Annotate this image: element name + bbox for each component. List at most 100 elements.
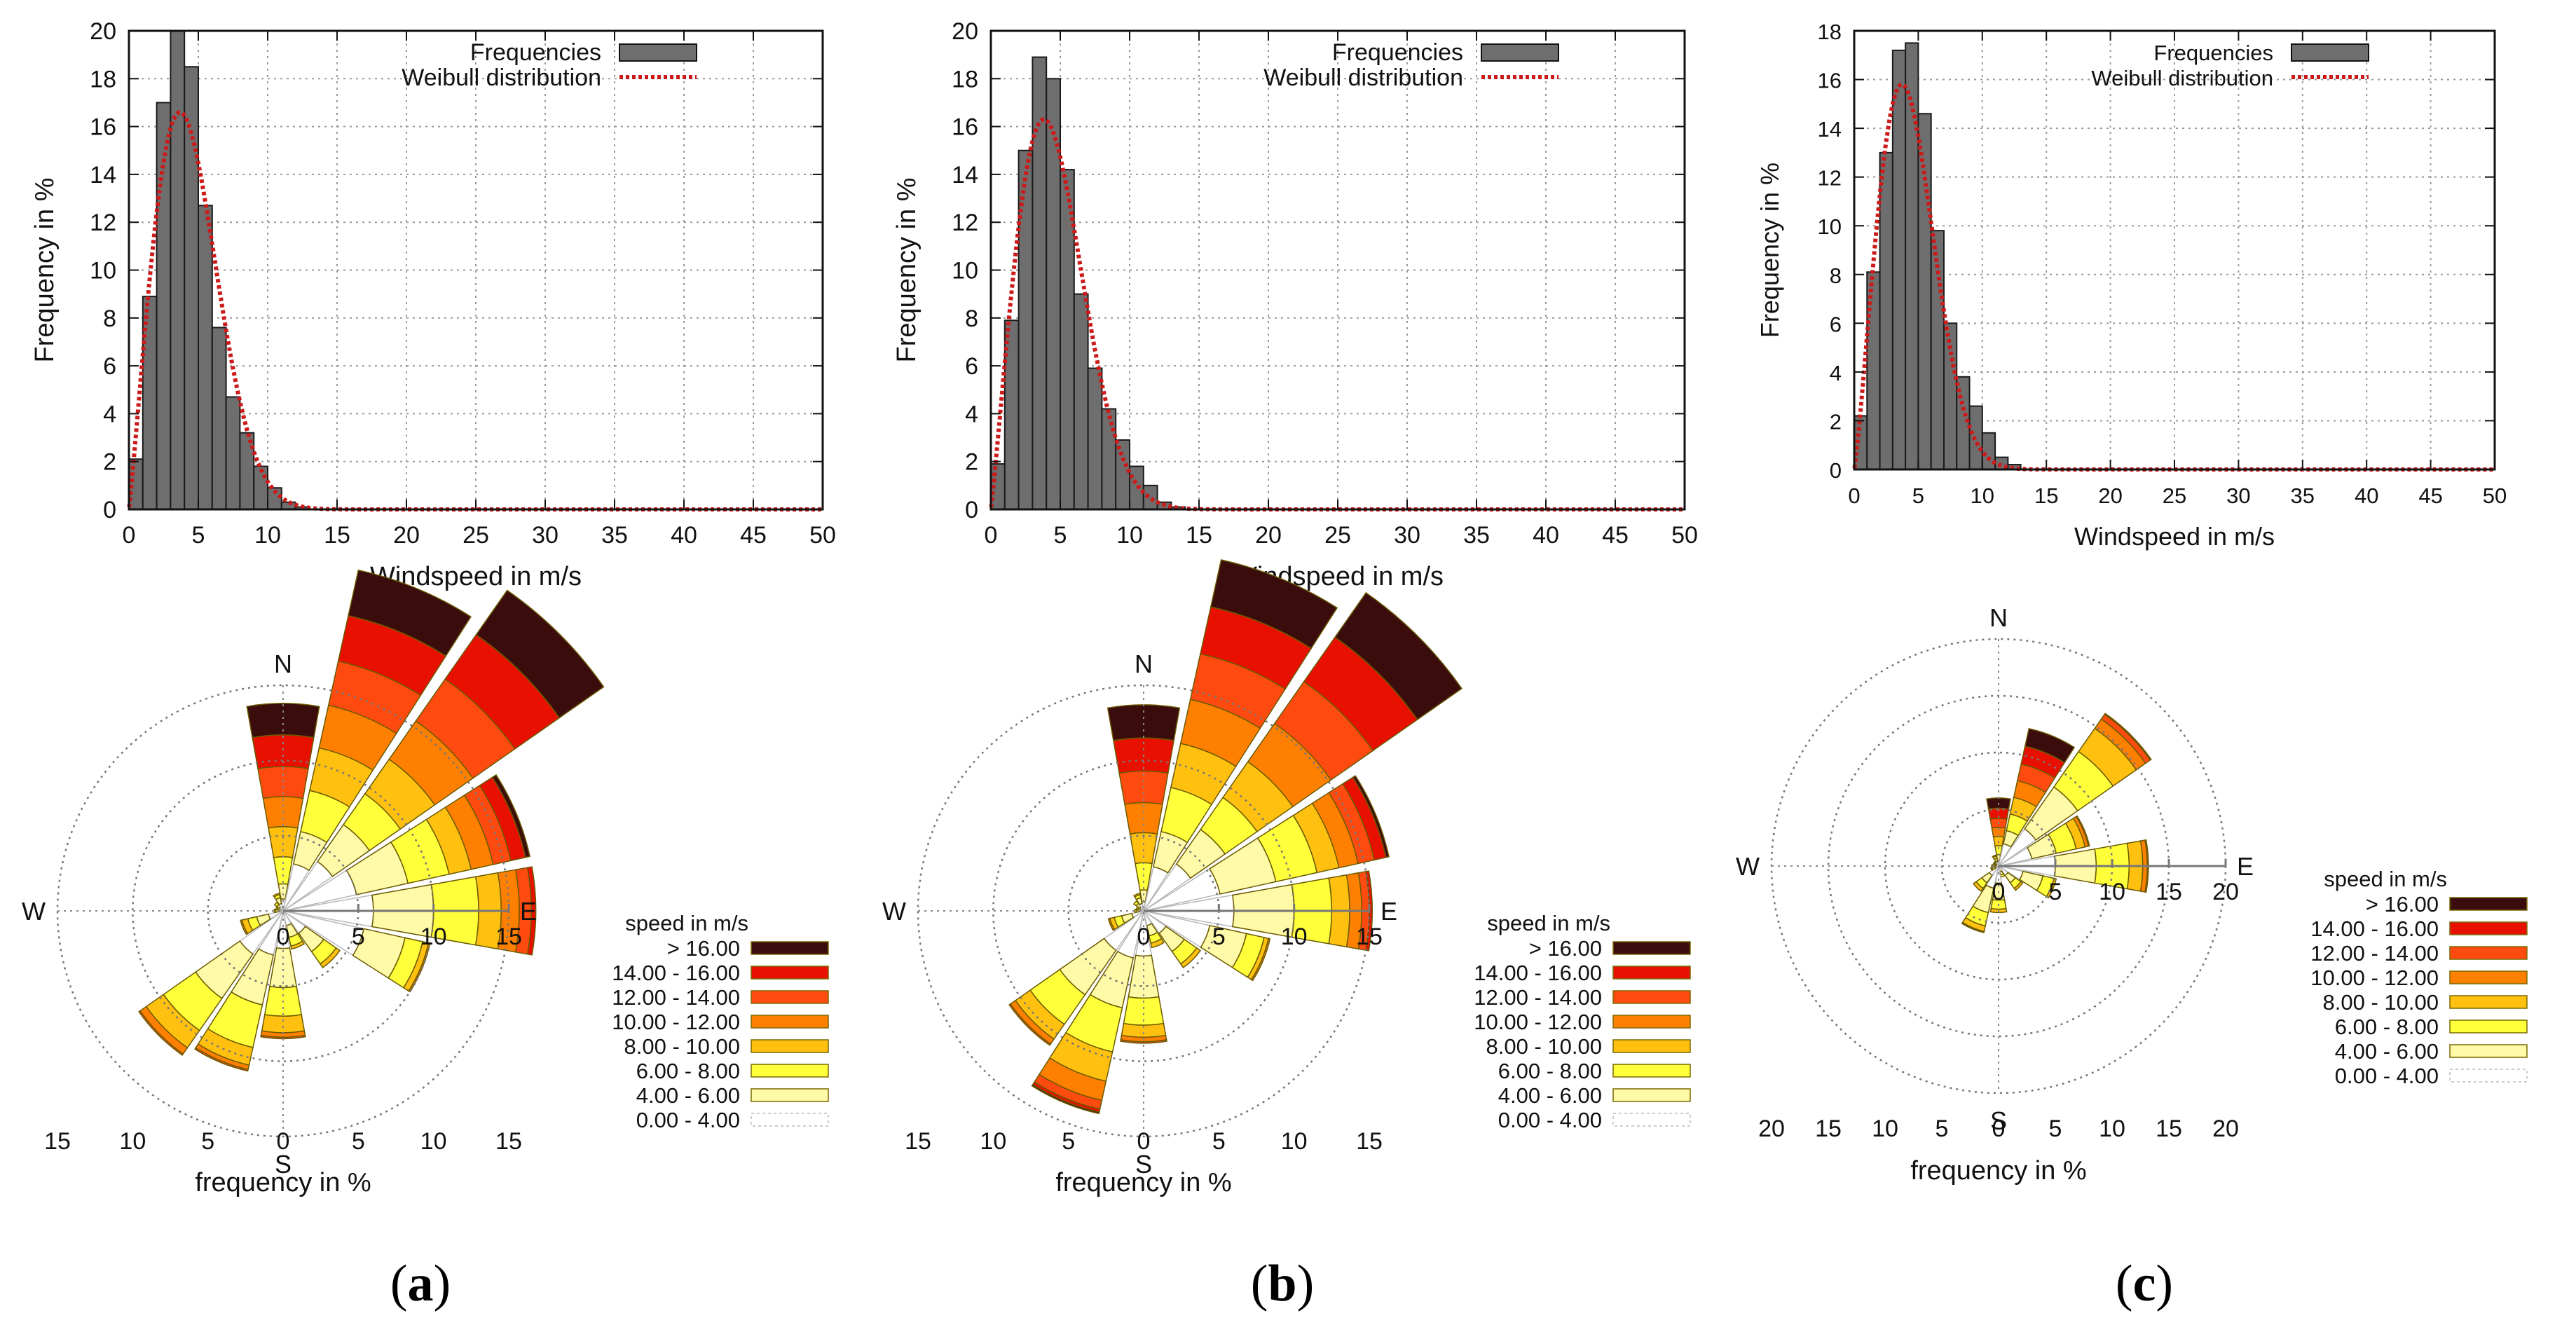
x-tick-label: 25 — [463, 522, 489, 549]
y-tick-label: 18 — [952, 66, 978, 92]
x-tick-label: 35 — [1463, 522, 1490, 549]
speed-legend-label: 8.00 - 10.00 — [2323, 990, 2439, 1015]
speed-legend-label: 4.00 - 6.00 — [1498, 1083, 1602, 1108]
rose-label-s: S — [275, 1150, 292, 1179]
y-tick-label: 0 — [965, 497, 978, 523]
x-tick-label: 0 — [985, 522, 998, 549]
x-tick-label: 15 — [1186, 522, 1212, 549]
speed-legend-label: > 16.00 — [2366, 892, 2439, 916]
speed-legend-label: 0.00 - 4.00 — [1498, 1108, 1602, 1132]
speed-legend-swatch — [1612, 1113, 1691, 1127]
rose-segment — [2075, 815, 2090, 847]
speed-legend-label: 12.00 - 14.00 — [1474, 985, 1602, 1010]
speed-legend-label: > 16.00 — [667, 936, 740, 961]
legend-frequencies-swatch — [2291, 43, 2369, 62]
x-tick-label: 45 — [1602, 522, 1629, 549]
y-tick-label: 6 — [965, 353, 978, 380]
rose-x-tick-label: 15 — [44, 1128, 71, 1155]
rose-segment — [1365, 870, 1373, 952]
rose-x-axis-label: frequency in % — [1910, 1156, 2086, 1186]
rose-segment — [408, 942, 431, 993]
legend-weibull-label: Weibull distribution — [2091, 66, 2273, 90]
rose-axis-tick-label: 10 — [1281, 923, 1308, 950]
rose-x-tick-label: 15 — [2156, 1115, 2182, 1142]
rose-segment — [260, 1034, 306, 1040]
histogram-bar — [156, 102, 172, 510]
wind-rose-a: N E S W 0 5 10 15 15 10 5 0 5 10 15 frequency in % — [22, 569, 605, 1197]
rose-axis-tick-label: 10 — [420, 923, 447, 950]
rose-segment — [1961, 921, 1985, 933]
y-tick-label: 18 — [90, 66, 116, 92]
rose-segment — [1250, 938, 1271, 982]
y-tick-label: 10 — [952, 258, 978, 284]
speed-legend-label: 0.00 - 4.00 — [636, 1108, 740, 1132]
y-tick-label: 4 — [103, 401, 116, 427]
wind-rose-b: N E S W 0 5 10 15 15 10 5 0 5 10 15 frequency in % — [882, 559, 1463, 1197]
x-tick-label: 5 — [1054, 522, 1067, 549]
y-tick-label: 0 — [1830, 458, 1842, 483]
rose-x-tick-label: 5 — [2049, 1115, 2062, 1142]
rose-axis-tick-label: 15 — [495, 923, 522, 950]
speed-legend-swatch — [2449, 946, 2528, 960]
y-tick-label: 12 — [90, 210, 116, 236]
speed-legend-swatch — [751, 990, 829, 1004]
rose-label-n: N — [1135, 650, 1153, 678]
y-tick-label: 10 — [90, 258, 116, 284]
speed-legend-swatch — [751, 1088, 829, 1102]
rose-segment — [2144, 839, 2149, 893]
speed-legend-swatch — [1612, 1015, 1691, 1029]
rose-x-tick-label: 0 — [1137, 1128, 1151, 1155]
y-axis-label: Frequency in % — [1755, 163, 1784, 338]
rose-segment — [1120, 1039, 1167, 1044]
x-tick-label: 10 — [1971, 483, 1994, 508]
rose-x-tick-label: 10 — [1872, 1115, 1898, 1142]
y-tick-label: 6 — [103, 353, 116, 380]
rose-x-tick-label: 20 — [2212, 1115, 2239, 1142]
rose-x-tick-label: 5 — [1062, 1128, 1075, 1155]
x-tick-label: 15 — [2034, 483, 2058, 508]
y-axis-label: Frequency in % — [892, 177, 922, 362]
x-tick-label: 10 — [254, 522, 281, 549]
x-tick-label: 25 — [1324, 522, 1351, 549]
rose-label-n: N — [1989, 603, 2008, 632]
y-tick-label: 16 — [90, 114, 116, 141]
rose-label-e: E — [2237, 852, 2254, 881]
speed-legend-label: 4.00 - 6.00 — [636, 1083, 740, 1108]
histogram-bar — [1087, 367, 1103, 511]
x-tick-label: 10 — [1116, 522, 1143, 549]
speed-legend-swatch — [1612, 966, 1691, 980]
rose-x-tick-label: 0 — [277, 1128, 290, 1155]
rose-x-tick-label: 5 — [1936, 1115, 1949, 1142]
legend-weibull-label: Weibull distribution — [1263, 64, 1463, 91]
speed-legend-swatch — [2449, 995, 2528, 1009]
histogram-bar — [239, 432, 255, 510]
rose-axis-tick-label: 5 — [1212, 923, 1226, 950]
y-tick-label: 14 — [1818, 117, 1842, 142]
speed-legend-swatch — [1612, 990, 1691, 1004]
rose-axis-tick-label: 20 — [2212, 879, 2239, 905]
x-tick-label: 40 — [2355, 483, 2378, 508]
rose-x-tick-label: 10 — [980, 1128, 1006, 1155]
rose-segment — [1973, 881, 1984, 892]
x-tick-label: 35 — [2291, 483, 2315, 508]
speed-legend-label: 12.00 - 14.00 — [612, 985, 740, 1010]
speed-legend-label: 12.00 - 14.00 — [2310, 941, 2439, 966]
y-tick-label: 12 — [952, 210, 978, 236]
histogram-bar — [211, 327, 227, 510]
rose-center-label: 0 — [1137, 923, 1151, 950]
rose-segment — [246, 703, 320, 739]
rose-segment — [1121, 1022, 1167, 1038]
x-tick-label: 5 — [192, 522, 205, 549]
speed-legend-label: 14.00 - 16.00 — [612, 961, 740, 985]
rose-segment — [1107, 917, 1116, 931]
rose-x-tick-label: 5 — [352, 1128, 365, 1155]
y-tick-label: 20 — [90, 18, 116, 45]
speed-legend-title: speed in m/s — [2324, 867, 2447, 891]
speed-legend-swatch — [751, 1015, 829, 1029]
panel-label-a: (a) — [390, 1255, 451, 1312]
histogram-bar — [1142, 484, 1158, 510]
x-tick-label: 5 — [1912, 483, 1924, 508]
